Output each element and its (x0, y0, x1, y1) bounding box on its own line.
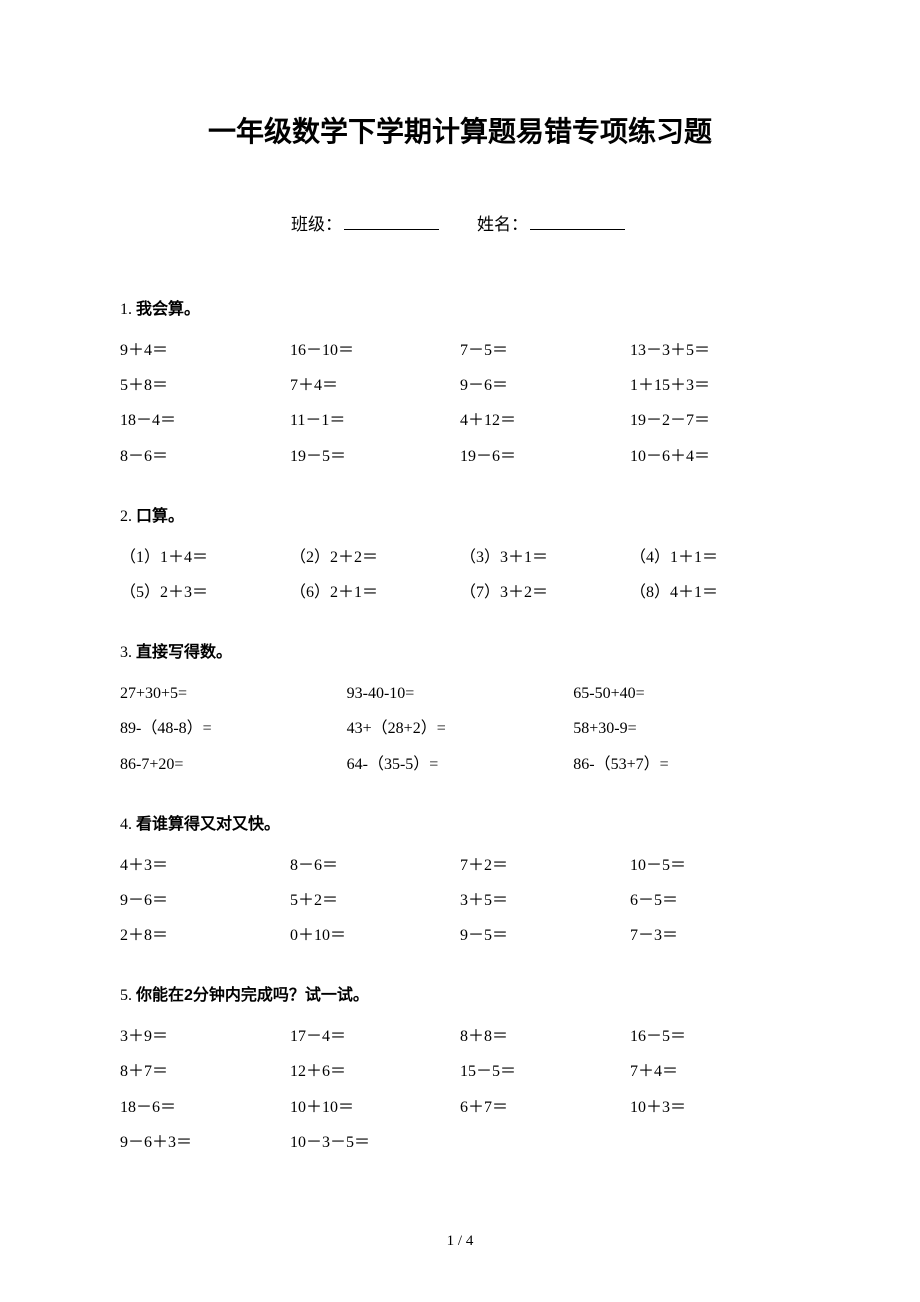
problem-cell: 19－5＝ (290, 439, 460, 474)
section-number: 4. (120, 816, 132, 833)
problem-cell: （6）2＋1＝ (290, 575, 460, 610)
problem-cell: 13－3＋5＝ (630, 333, 800, 368)
problem-cell: 16－10＝ (290, 333, 460, 368)
section: 1. 我会算。 9＋4＝16－10＝7－5＝13－3＋5＝ 5＋8＝7＋4＝9－6＝… (120, 295, 800, 474)
problem-cell: 10－3－5＝ (290, 1125, 460, 1160)
problem-cell: 27+30+5= (120, 676, 347, 711)
problem-cell: 15－5＝ (460, 1054, 630, 1089)
problem-cell: 7＋4＝ (630, 1054, 800, 1089)
problem-cell: 19－2－7＝ (630, 403, 800, 438)
section-title: 4. 看谁算得又对又快。 (120, 810, 800, 834)
class-label: 班级： (291, 215, 342, 234)
problem-cell: 93-40-10= (347, 676, 574, 711)
problem-row: 27+30+5=93-40-10=65-50+40= 89-（48-8）=43+（… (120, 676, 800, 782)
problem-cell: 11－1＝ (290, 403, 460, 438)
problem-cell: （2）2＋2＝ (290, 540, 460, 575)
problem-cell: 18－4＝ (120, 403, 290, 438)
section-number: 3. (120, 644, 132, 661)
section-title-text: 你能在2分钟内完成吗？试一试。 (136, 987, 369, 1004)
section-number: 5. (120, 987, 132, 1004)
problem-cell: 9－6＝ (120, 883, 290, 918)
section-title: 3. 直接写得数。 (120, 638, 800, 662)
section: 4. 看谁算得又对又快。 4＋3＝8－6＝7＋2＝10－5＝ 9－6＝5＋2＝3＋5… (120, 810, 800, 954)
problem-cell: 8－6＝ (120, 439, 290, 474)
section-number: 1. (120, 301, 132, 318)
problem-cell: 8＋8＝ (460, 1019, 630, 1054)
problem-cell: 0＋10＝ (290, 918, 460, 953)
problem-cell: 10＋10＝ (290, 1090, 460, 1125)
problem-cell: （3）3＋1＝ (460, 540, 630, 575)
section: 3. 直接写得数。 27+30+5=93-40-10=65-50+40= 89-（4… (120, 638, 800, 782)
problem-cell: 89-（48-8）= (120, 711, 347, 746)
problem-cell: 7－5＝ (460, 333, 630, 368)
problem-cell: 7＋2＝ (460, 848, 630, 883)
problem-cell: 65-50+40= (573, 676, 800, 711)
problem-cell: 16－5＝ (630, 1019, 800, 1054)
section-title-text: 直接写得数。 (136, 644, 232, 661)
section-title-text: 我会算。 (136, 301, 200, 318)
problem-cell: 9－6＋3＝ (120, 1125, 290, 1160)
problem-cell: 43+（28+2）= (347, 711, 574, 746)
problem-cell: 6－5＝ (630, 883, 800, 918)
problem-cell: 7＋4＝ (290, 368, 460, 403)
section: 2. 口算。 （1）1＋4＝（2）2＋2＝（3）3＋1＝（4）1＋1＝ （5）2＋3… (120, 502, 800, 610)
problem-cell: 5＋2＝ (290, 883, 460, 918)
problem-cell: 7－3＝ (630, 918, 800, 953)
section-title: 5. 你能在2分钟内完成吗？试一试。 (120, 981, 800, 1005)
name-blank (530, 212, 625, 230)
section-title: 2. 口算。 (120, 502, 800, 526)
problem-row: 4＋3＝8－6＝7＋2＝10－5＝ 9－6＝5＋2＝3＋5＝6－5＝ 2＋8＝0＋1… (120, 848, 800, 954)
section-title-text: 口算。 (136, 508, 184, 525)
problem-cell: 4＋12＝ (460, 403, 630, 438)
worksheet-page: 一年级数学下学期计算题易错专项练习题 班级： 姓名： 1. 我会算。9＋4＝16… (0, 0, 920, 1302)
meta-row: 班级： 姓名： (120, 210, 800, 235)
problem-cell: 9＋4＝ (120, 333, 290, 368)
problem-cell: 9－6＝ (460, 368, 630, 403)
name-label: 姓名： (477, 215, 528, 234)
problem-cell: 8－6＝ (290, 848, 460, 883)
section-number: 2. (120, 508, 132, 525)
section-title-text: 看谁算得又对又快。 (136, 816, 280, 833)
problem-cell: （7）3＋2＝ (460, 575, 630, 610)
problem-row: 3＋9＝17－4＝8＋8＝16－5＝ 8＋7＝12＋6＝15－5＝7＋4＝ 18－6… (120, 1019, 800, 1160)
problem-cell: 18－6＝ (120, 1090, 290, 1125)
problem-cell: 10＋3＝ (630, 1090, 800, 1125)
problem-row: 9＋4＝16－10＝7－5＝13－3＋5＝ 5＋8＝7＋4＝9－6＝1＋15＋3＝… (120, 333, 800, 474)
problem-cell: 8＋7＝ (120, 1054, 290, 1089)
problem-cell: 10－6＋4＝ (630, 439, 800, 474)
page-number: 1 / 4 (0, 1233, 920, 1250)
class-blank (344, 212, 439, 230)
section-title: 1. 我会算。 (120, 295, 800, 319)
sections-container: 1. 我会算。9＋4＝16－10＝7－5＝13－3＋5＝5＋8＝7＋4＝9－6＝… (120, 295, 800, 1160)
section: 5. 你能在2分钟内完成吗？试一试。 3＋9＝17－4＝8＋8＝16－5＝ 8＋7＝… (120, 981, 800, 1160)
problem-cell: （8）4＋1＝ (630, 575, 800, 610)
problem-cell: 3＋5＝ (460, 883, 630, 918)
problem-cell: 17－4＝ (290, 1019, 460, 1054)
problem-cell: 6＋7＝ (460, 1090, 630, 1125)
problem-cell: 5＋8＝ (120, 368, 290, 403)
problem-cell: 4＋3＝ (120, 848, 290, 883)
problem-cell: 19－6＝ (460, 439, 630, 474)
page-title: 一年级数学下学期计算题易错专项练习题 (120, 110, 800, 150)
problem-cell: 9－5＝ (460, 918, 630, 953)
problem-cell: 86-（53+7）= (573, 747, 800, 782)
problem-cell: 12＋6＝ (290, 1054, 460, 1089)
problem-cell: 58+30-9= (573, 711, 800, 746)
problem-cell: 10－5＝ (630, 848, 800, 883)
problem-cell: （1）1＋4＝ (120, 540, 290, 575)
problem-cell: 64-（35-5）= (347, 747, 574, 782)
problem-cell: 1＋15＋3＝ (630, 368, 800, 403)
problem-cell: 2＋8＝ (120, 918, 290, 953)
problem-cell: （4）1＋1＝ (630, 540, 800, 575)
problem-cell: 86-7+20= (120, 747, 347, 782)
problem-cell: 3＋9＝ (120, 1019, 290, 1054)
problem-row: （1）1＋4＝（2）2＋2＝（3）3＋1＝（4）1＋1＝ （5）2＋3＝（6）2＋… (120, 540, 800, 610)
problem-cell: （5）2＋3＝ (120, 575, 290, 610)
